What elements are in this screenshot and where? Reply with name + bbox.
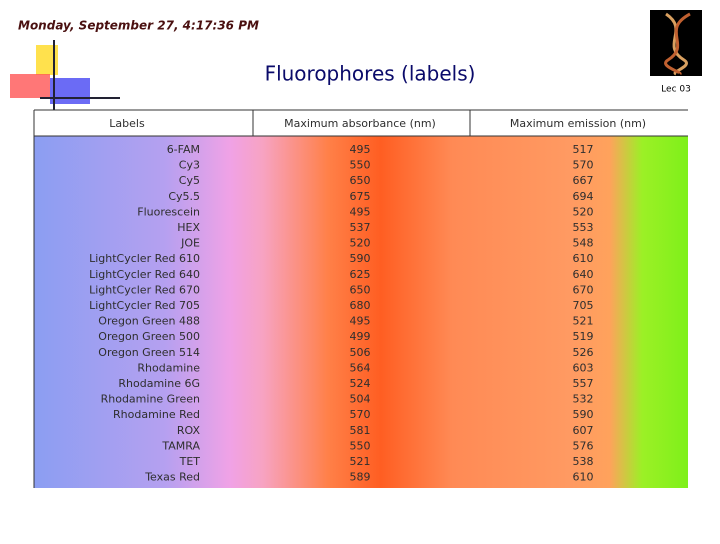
row-label: Cy3: [179, 159, 200, 172]
emission-value: 520: [573, 205, 594, 218]
emission-value: 519: [573, 330, 594, 343]
slide-title: Fluorophores (labels): [265, 62, 476, 86]
absorbance-value: 504: [350, 393, 371, 406]
absorbance-value: 537: [350, 221, 371, 234]
absorbance-value: 589: [350, 471, 371, 484]
timestamp: Monday, September 27, 4:17:36 PM: [18, 19, 259, 33]
row-label: ROX: [177, 424, 201, 437]
row-label: LightCycler Red 670: [89, 283, 200, 296]
row-label: Rhodamine 6G: [118, 377, 200, 390]
column-header: Maximum emission (nm): [510, 117, 646, 130]
emission-value: 667: [573, 174, 594, 187]
emission-value: 705: [573, 299, 594, 312]
emission-value: 548: [573, 237, 594, 250]
emission-value: 526: [573, 346, 594, 359]
row-label: Cy5: [179, 174, 200, 187]
column-header: Labels: [109, 117, 145, 130]
absorbance-value: 650: [350, 174, 371, 187]
emission-value: 538: [573, 455, 594, 468]
row-label: Rhodamine Red: [113, 408, 200, 421]
absorbance-value: 495: [350, 205, 371, 218]
deco-yellow: [36, 45, 58, 75]
row-label: Rhodamine: [137, 361, 200, 374]
row-label: Oregon Green 500: [98, 330, 200, 343]
absorbance-value: 495: [350, 143, 371, 156]
absorbance-value: 499: [350, 330, 371, 343]
row-label: HEX: [177, 221, 200, 234]
row-label: LightCycler Red 705: [89, 299, 200, 312]
row-label: Texas Red: [144, 471, 200, 484]
row-label: TAMRA: [161, 439, 200, 452]
row-label: LightCycler Red 640: [89, 268, 200, 281]
emission-value: 576: [573, 439, 594, 452]
emission-value: 532: [573, 393, 594, 406]
absorbance-value: 564: [350, 361, 371, 374]
row-label: TET: [179, 455, 201, 468]
deco-red: [10, 74, 50, 98]
emission-value: 640: [573, 268, 594, 281]
emission-value: 603: [573, 361, 594, 374]
row-label: Fluorescein: [137, 205, 200, 218]
absorbance-value: 680: [350, 299, 371, 312]
row-label: JOE: [180, 237, 200, 250]
column-header: Maximum absorbance (nm): [284, 117, 436, 130]
absorbance-value: 650: [350, 283, 371, 296]
emission-value: 590: [573, 408, 594, 421]
row-label: LightCycler Red 610: [89, 252, 200, 265]
absorbance-value: 550: [350, 439, 371, 452]
absorbance-value: 581: [350, 424, 371, 437]
emission-value: 670: [573, 283, 594, 296]
deco-blue: [50, 78, 90, 104]
row-label: Cy5.5: [168, 190, 200, 203]
absorbance-value: 506: [350, 346, 371, 359]
emission-value: 521: [573, 315, 594, 328]
absorbance-value: 570: [350, 408, 371, 421]
emission-value: 517: [573, 143, 594, 156]
emission-value: 694: [573, 190, 594, 203]
absorbance-value: 524: [350, 377, 371, 390]
emission-value: 570: [573, 159, 594, 172]
row-label: Oregon Green 488: [98, 315, 200, 328]
emission-value: 557: [573, 377, 594, 390]
emission-value: 610: [573, 471, 594, 484]
dna-image: [650, 10, 702, 76]
absorbance-value: 521: [350, 455, 371, 468]
absorbance-value: 590: [350, 252, 371, 265]
row-label: 6-FAM: [167, 143, 200, 156]
absorbance-value: 625: [350, 268, 371, 281]
absorbance-value: 495: [350, 315, 371, 328]
spectrum-background: [34, 136, 688, 488]
row-label: Rhodamine Green: [101, 393, 200, 406]
emission-value: 553: [573, 221, 594, 234]
table-body: 6-FAM 495 517 Cy3 550 570 Cy5 650 667 Cy5.5 675 694…: [89, 143, 593, 484]
absorbance-value: 520: [350, 237, 371, 250]
row-label: Oregon Green 514: [98, 346, 200, 359]
emission-value: 610: [573, 252, 594, 265]
lecture-label: Lec 03: [661, 85, 691, 95]
emission-value: 607: [573, 424, 594, 437]
dna-strand: [664, 12, 691, 76]
absorbance-value: 675: [350, 190, 371, 203]
absorbance-value: 550: [350, 159, 371, 172]
